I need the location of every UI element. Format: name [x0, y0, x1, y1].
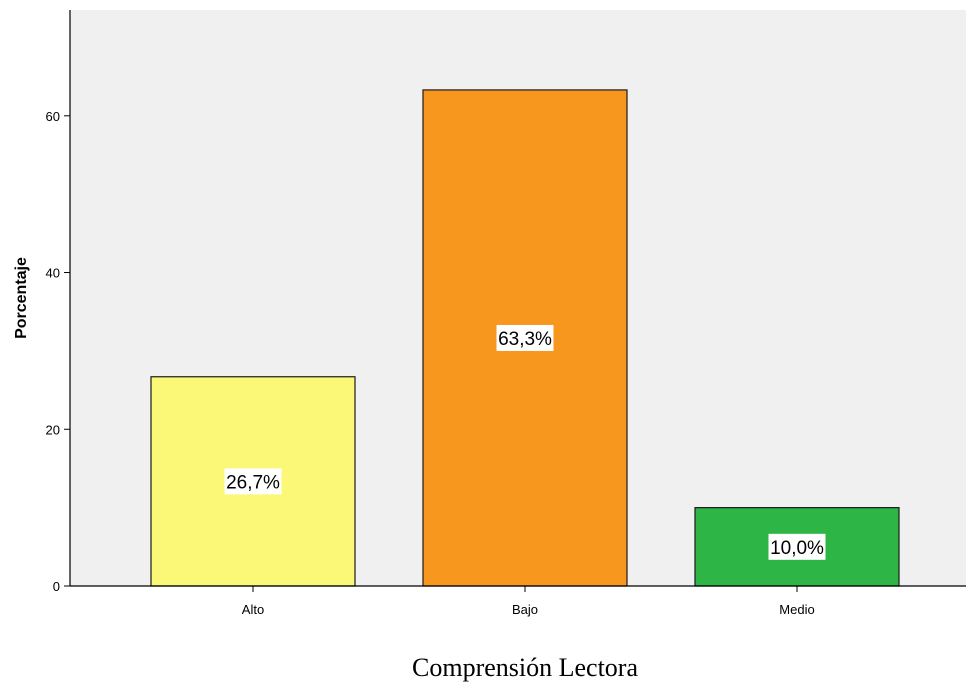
- data-label-background: [496, 324, 554, 351]
- y-ticks-group: 0 20 40 60: [46, 109, 70, 594]
- x-axis-label: Comprensión Lectora: [412, 653, 638, 682]
- y-tick-label: 40: [46, 266, 60, 281]
- y-tick-label: 20: [46, 422, 60, 437]
- bars-group: 26,7% 63,3% 10,0%: [150, 89, 900, 587]
- data-label: 10,0%: [770, 538, 824, 559]
- x-tick-label: Alto: [242, 602, 264, 617]
- x-tick-label: Bajo: [512, 602, 538, 617]
- x-ticks-group: Alto Bajo Medio: [242, 586, 815, 617]
- y-axis-label: Porcentaje: [13, 257, 30, 339]
- y-tick-label: 60: [46, 109, 60, 124]
- data-label-background: [768, 533, 826, 560]
- x-tick-label: Medio: [779, 602, 814, 617]
- data-label-background: [224, 468, 282, 495]
- data-label: 26,7%: [226, 472, 280, 493]
- y-tick-label: 0: [53, 579, 60, 594]
- data-label: 63,3%: [498, 329, 552, 350]
